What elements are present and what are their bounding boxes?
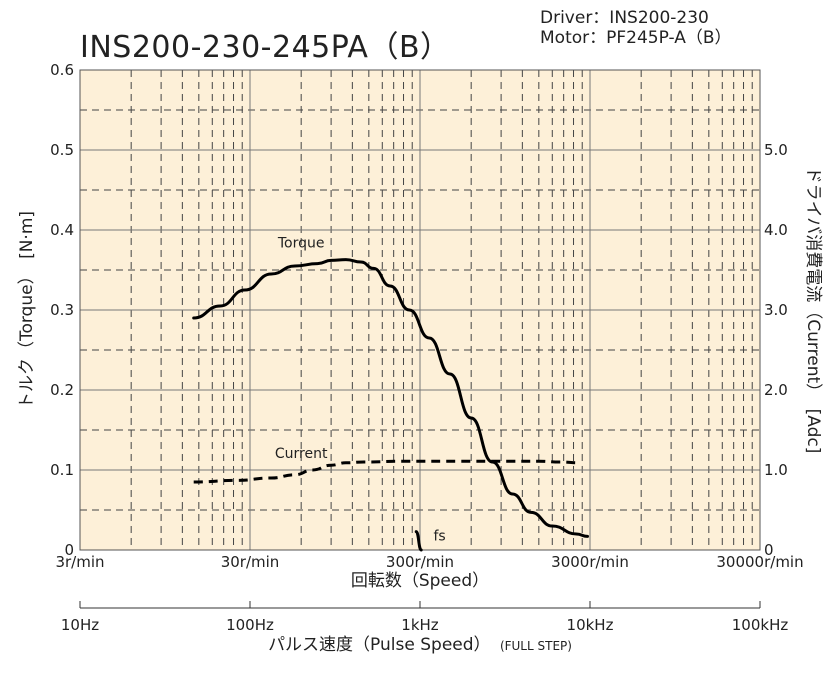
x-tick-label: 30r/min [221,553,280,571]
x2-axis-label-main: パルス速度（Pulse Speed） [268,635,490,655]
driver-label: Driver：INS200-230 [540,8,709,28]
y2-tick-label: 5.0 [764,141,788,159]
chart-title: INS200-230-245PA（B） [80,30,451,65]
y-tick-label: 0.6 [50,61,74,79]
series-fs [414,530,423,552]
y-tick-label: 0 [64,541,74,559]
x2-tick-label: 1kHz [401,616,439,634]
x2-axis-label: パルス速度（Pulse Speed） (FULL STEP) [268,635,572,655]
y-tick-label: 0.1 [50,461,74,479]
x2-tick-label: 10Hz [61,616,99,634]
x2-tick-label: 100kHz [732,616,789,634]
series-label-torque: Torque [277,236,325,252]
y2-tick-labels: 0 1.0 2.0 3.0 4.0 5.0 [764,141,788,559]
y-tick-labels: 0 0.1 0.2 0.3 0.4 0.5 0.6 [50,61,74,559]
series-labels: Torque Current fs [275,236,446,545]
x-tick-label: 30000r/min [716,553,803,571]
y-axis-label: トルク（Torque） [N·m] [17,211,37,409]
x-tick-labels: 3r/min 30r/min 300r/min 3000r/min 30000r/min [55,553,803,571]
x2-axis-label-note: (FULL STEP) [500,639,572,653]
x2-tick-label: 10kHz [567,616,614,634]
x-tick-label: 300r/min [386,553,454,571]
pulse-speed-axis: 10Hz 100Hz 1kHz 10kHz 100kHz [61,601,788,634]
y2-tick-label: 4.0 [764,221,788,239]
y2-tick-label: 2.0 [764,381,788,399]
y-tick-label: 0.2 [50,381,74,399]
y2-tick-label: 0 [764,541,774,559]
motor-label: Motor：PF245P-A（B） [540,28,732,48]
y-tick-label: 0.5 [50,141,74,159]
chart-info: Driver：INS200-230 Motor：PF245P-A（B） [540,8,732,48]
major-grid [80,70,760,550]
y2-tick-label: 3.0 [764,301,788,319]
x-tick-label: 3000r/min [551,553,629,571]
y-tick-label: 0.4 [50,221,74,239]
series-label-fs: fs [433,528,445,544]
x-tick-label: 3r/min [55,553,104,571]
series-layer [192,258,589,552]
x-axis-label: 回転数（Speed） [351,571,489,591]
y2-axis-label: ドライバ消費電流（Current） [Adc] [803,167,823,454]
y2-tick-label: 1.0 [764,461,788,479]
series-label-current: Current [275,446,328,462]
x2-tick-label: 100Hz [226,616,274,634]
series-current [193,459,580,484]
y-tick-label: 0.3 [50,301,74,319]
series-torque [192,258,589,538]
